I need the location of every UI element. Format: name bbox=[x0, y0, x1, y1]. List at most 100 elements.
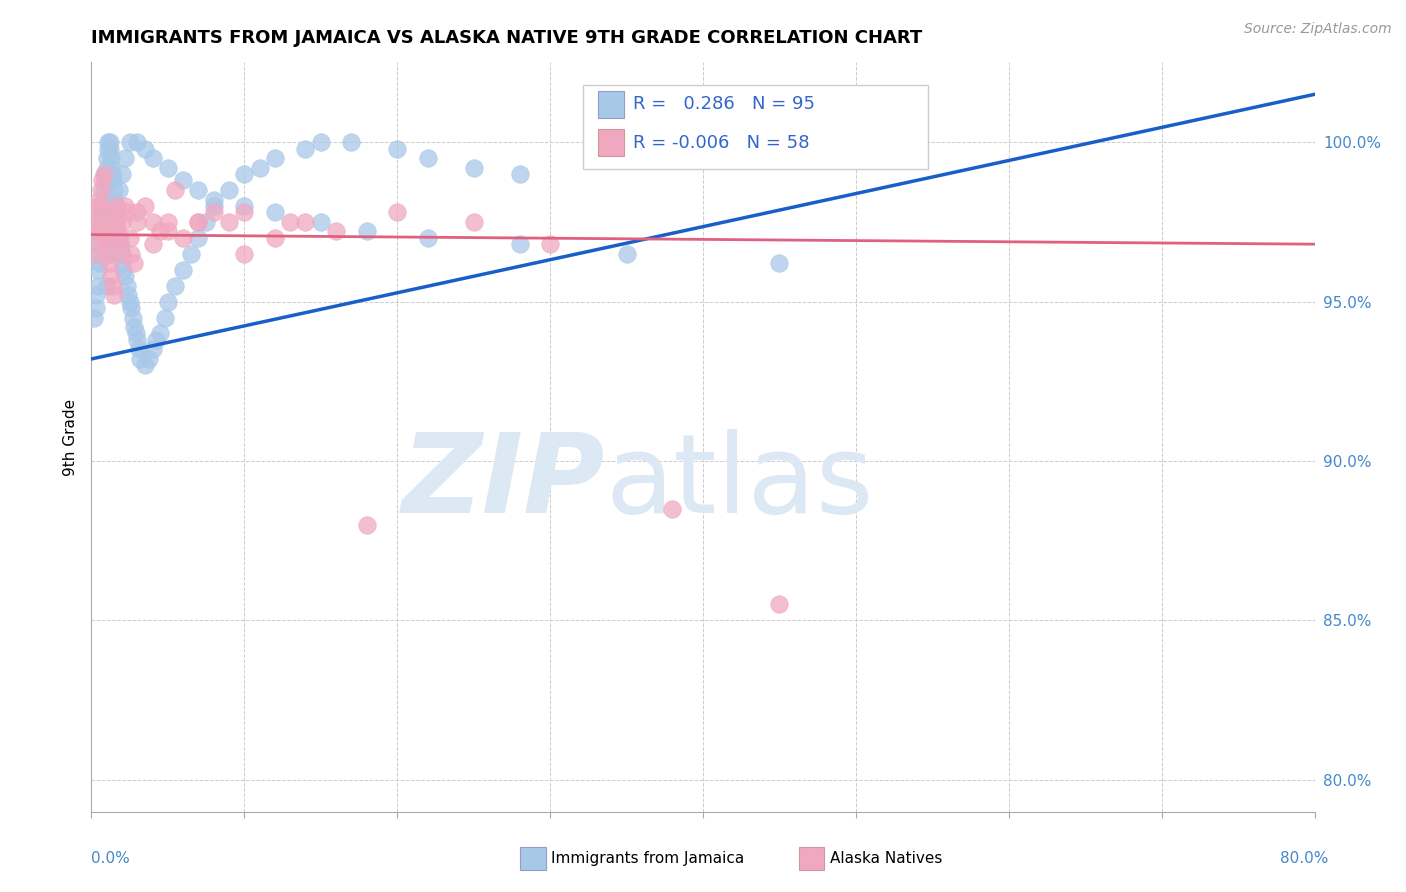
Point bbox=[94, 231, 117, 245]
Point bbox=[127, 333, 149, 347]
Point bbox=[138, 351, 160, 366]
Point bbox=[97, 135, 120, 149]
Point bbox=[356, 517, 378, 532]
Point bbox=[105, 224, 128, 238]
Point bbox=[93, 193, 115, 207]
Point bbox=[264, 151, 287, 165]
Point bbox=[87, 246, 110, 260]
Point bbox=[195, 215, 218, 229]
Point bbox=[538, 237, 561, 252]
Point bbox=[509, 167, 531, 181]
Text: 0.0%: 0.0% bbox=[91, 851, 131, 865]
Point bbox=[100, 205, 122, 219]
Text: ZIP: ZIP bbox=[402, 428, 605, 535]
Point bbox=[309, 135, 332, 149]
Point bbox=[101, 278, 124, 293]
Point bbox=[84, 288, 107, 302]
Point bbox=[104, 199, 127, 213]
Point bbox=[187, 215, 209, 229]
Point bbox=[233, 167, 256, 181]
Point bbox=[114, 151, 136, 165]
Point bbox=[180, 246, 202, 260]
Point bbox=[134, 199, 156, 213]
Point bbox=[120, 301, 142, 315]
Point bbox=[149, 224, 172, 238]
Point bbox=[187, 215, 209, 229]
Point bbox=[103, 193, 125, 207]
Point bbox=[94, 173, 117, 187]
Point bbox=[118, 294, 141, 309]
Point bbox=[108, 231, 131, 245]
Y-axis label: 9th Grade: 9th Grade bbox=[62, 399, 77, 475]
Point bbox=[93, 183, 115, 197]
Point bbox=[156, 215, 179, 229]
Point bbox=[165, 183, 187, 197]
Point bbox=[661, 501, 683, 516]
Point bbox=[294, 142, 316, 156]
Point bbox=[416, 151, 439, 165]
Point bbox=[122, 320, 145, 334]
Point bbox=[100, 161, 122, 175]
Point bbox=[118, 135, 141, 149]
Point bbox=[86, 278, 108, 293]
Point bbox=[114, 268, 136, 283]
Point bbox=[100, 151, 122, 165]
Point bbox=[84, 215, 107, 229]
Point bbox=[187, 183, 209, 197]
Point bbox=[103, 183, 125, 197]
Point bbox=[264, 205, 287, 219]
Point bbox=[103, 288, 125, 302]
Point bbox=[98, 135, 121, 149]
Point bbox=[101, 167, 124, 181]
Point bbox=[172, 262, 194, 277]
Point bbox=[91, 173, 114, 187]
Point bbox=[87, 193, 110, 207]
Point bbox=[141, 215, 163, 229]
Point bbox=[768, 256, 790, 270]
Point bbox=[202, 199, 225, 213]
Point bbox=[111, 246, 134, 260]
Text: 80.0%: 80.0% bbox=[1281, 851, 1329, 865]
Point bbox=[202, 205, 225, 219]
Point bbox=[156, 294, 179, 309]
Point bbox=[122, 256, 145, 270]
Text: IMMIGRANTS FROM JAMAICA VS ALASKA NATIVE 9TH GRADE CORRELATION CHART: IMMIGRANTS FROM JAMAICA VS ALASKA NATIVE… bbox=[91, 29, 922, 47]
Point bbox=[84, 246, 107, 260]
Point bbox=[87, 256, 110, 270]
Point bbox=[87, 231, 110, 245]
Point bbox=[141, 343, 163, 357]
Point bbox=[141, 151, 163, 165]
Point bbox=[101, 173, 124, 187]
Point bbox=[115, 278, 138, 293]
Point bbox=[105, 215, 128, 229]
Point bbox=[165, 278, 187, 293]
Point bbox=[104, 205, 127, 219]
Point bbox=[96, 237, 118, 252]
Point bbox=[149, 326, 172, 341]
Point bbox=[385, 142, 409, 156]
Point bbox=[111, 246, 134, 260]
Point bbox=[96, 151, 118, 165]
Point bbox=[117, 288, 139, 302]
Point bbox=[768, 598, 790, 612]
Point bbox=[145, 333, 167, 347]
Text: Alaska Natives: Alaska Natives bbox=[830, 851, 942, 865]
Point bbox=[294, 215, 316, 229]
Point bbox=[114, 199, 136, 213]
Point bbox=[616, 246, 638, 260]
Point bbox=[111, 256, 134, 270]
Point bbox=[104, 215, 127, 229]
Text: R =   0.286   N = 95: R = 0.286 N = 95 bbox=[633, 95, 814, 113]
Point bbox=[172, 173, 194, 187]
Point bbox=[111, 167, 134, 181]
Point bbox=[84, 301, 107, 315]
Point bbox=[278, 215, 301, 229]
Point bbox=[112, 262, 135, 277]
Point bbox=[93, 167, 115, 181]
Point bbox=[120, 246, 142, 260]
Point bbox=[463, 215, 485, 229]
Point bbox=[97, 246, 120, 260]
Point bbox=[509, 237, 531, 252]
Point bbox=[156, 224, 179, 238]
Point bbox=[385, 205, 409, 219]
